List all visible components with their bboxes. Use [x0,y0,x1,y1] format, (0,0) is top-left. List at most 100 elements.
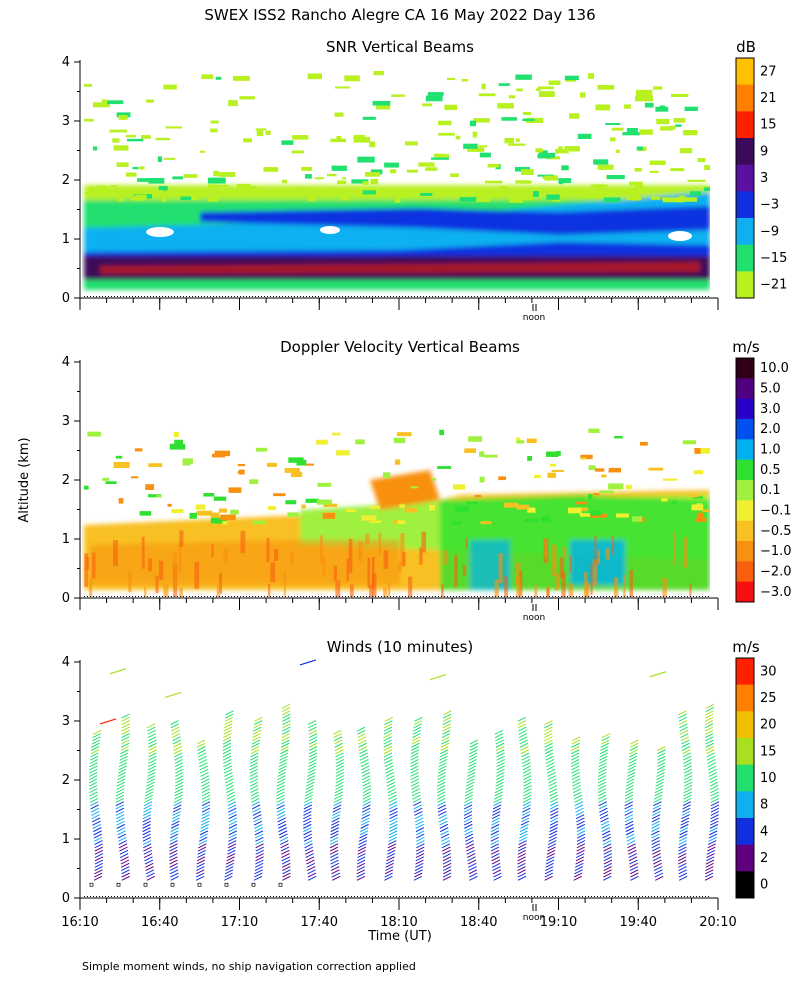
snr-echo [679,195,686,198]
wind-barb [628,853,637,859]
wind-barb [254,862,264,868]
colorbar-label: −1.0 [760,544,792,559]
wind-barb [576,836,586,842]
wind-barb [496,765,505,771]
wind-barb [360,759,369,764]
doppler-echo [599,490,614,494]
wind-barb [493,797,503,803]
wind-barb [437,794,446,800]
wind-barb [549,823,559,829]
colorbar-swatch [736,818,754,846]
wind-barb [89,791,98,797]
wind-barb [548,833,558,839]
wind-barb [147,733,157,738]
wind-barb [358,840,367,846]
wind-barb [88,775,98,781]
snr-echo [472,131,478,138]
wind-barb [442,723,452,729]
wind-barb [545,755,554,761]
wind-barb [518,840,527,846]
wind-barb [276,794,285,800]
wind-barb [410,755,419,761]
snr-echo [564,146,580,152]
wind-barb [464,827,473,833]
colorbar-label: −3 [760,198,779,213]
colorbar-label: 20 [760,718,777,733]
wind-barb [549,820,559,826]
wind-barb [146,723,156,729]
wind-barb [415,823,424,829]
wind-barb [415,853,425,859]
doppler-echo [355,439,365,445]
wind-barb [174,762,184,768]
snr-echo [112,138,120,143]
snr-echo [515,138,520,142]
doppler-echo [393,520,398,524]
doppler-echo [534,474,542,479]
wind-barb [91,739,101,745]
doppler-echo [171,509,184,514]
wind-barb [520,820,530,826]
snr-echo [467,147,485,152]
snr-echo [207,177,226,184]
wind-barb [571,775,581,781]
wind-barb [389,827,398,833]
y-tick-label: 3 [62,714,70,729]
wind-barb [91,814,100,820]
wind-barb [573,794,583,800]
doppler-echo [222,521,228,525]
wind-barb [224,716,234,722]
wind-barb [576,843,586,849]
wind-barb [303,827,312,833]
wind-barb [602,875,612,881]
doppler-streak [219,573,223,594]
doppler-echo [139,511,152,516]
wind-barb [439,752,449,758]
snr-echo [569,113,580,119]
wind-barb [704,875,714,881]
wind-barb [255,859,264,865]
wind-barb [362,784,371,790]
wind-barb [571,749,580,755]
colorbar-label: −3.0 [760,585,792,600]
wind-barb [330,862,340,868]
wind-barb [465,784,474,790]
wind-barb [228,810,237,816]
doppler-streak [322,556,326,575]
y-tick-label: 2 [62,773,70,788]
wind-barb-upper [429,674,447,681]
doppler-echo [580,454,593,460]
wind-barb [466,849,475,855]
y-tick-label: 0 [62,291,70,306]
wind-barb [603,849,612,855]
doppler-echo [395,520,406,525]
colorbar-frame [735,57,755,299]
wind-barb [546,765,555,771]
snr-echo [282,179,288,184]
wind-barb [278,827,287,833]
wind-barb [598,759,608,764]
doppler-streak [268,584,271,597]
snr-echo [516,88,523,92]
colorbar-label: 0.5 [760,463,781,478]
doppler-colorbar: 10.05.03.02.01.00.50.1−0.1−0.5−1.0−2.0−3… [732,338,792,603]
wind-barb [198,840,208,846]
wind-barb [94,853,104,859]
wind-barb [545,759,555,764]
wind-barb [598,801,608,807]
wind-barb [544,742,553,748]
snr-echo [611,127,624,131]
wind-barb [303,804,313,810]
wind-barb [517,723,527,729]
doppler-streak [383,587,387,597]
snr-echo [537,86,554,90]
wind-barb [653,801,662,807]
wind-barb [170,723,180,729]
wind-barb [172,736,181,742]
wind-barb [197,749,207,755]
wind-barb [599,810,609,816]
wind-barb [411,791,421,797]
wind-barb [522,797,532,803]
